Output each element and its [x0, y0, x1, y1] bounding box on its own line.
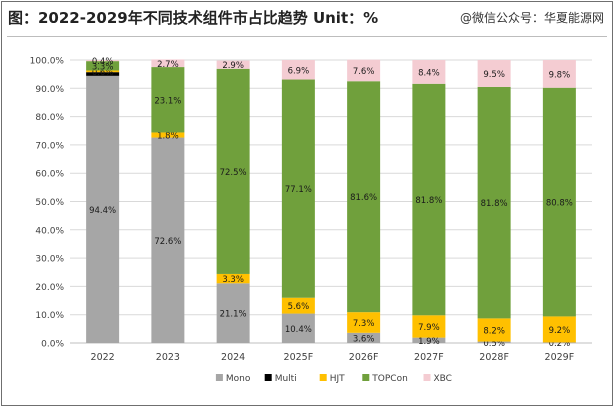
- data-label: 21.1%: [220, 310, 247, 320]
- data-label: 72.6%: [154, 237, 181, 247]
- data-label: 3.3%: [222, 275, 244, 285]
- data-label: 9.5%: [483, 70, 505, 80]
- data-label: 81.6%: [350, 193, 377, 203]
- x-tick-label: 2025F: [284, 352, 314, 363]
- x-tick-label: 2022: [91, 352, 115, 363]
- data-label: 7.3%: [353, 319, 375, 329]
- bar-segment-mono: [216, 283, 250, 343]
- bar-segment-xbc: [542, 60, 576, 88]
- chart-title: 图：2022-2029年不同技术组件市占比趋势 Unit：%: [8, 9, 379, 27]
- bar-segment-topcon: [216, 68, 250, 274]
- bar-segment-topcon: [86, 61, 120, 71]
- data-label: 9.8%: [549, 70, 571, 80]
- x-tick-label: 2026F: [349, 352, 379, 363]
- bar-segment-topcon: [281, 79, 315, 298]
- y-tick-label: 100.0%: [30, 57, 65, 67]
- x-tick-label: 2028F: [479, 352, 509, 363]
- bar-segment-xbc: [281, 60, 315, 80]
- data-label: 0.4%: [92, 57, 114, 67]
- data-label: 3.6%: [353, 334, 375, 344]
- watermark: @微信公众号：华夏能源网: [459, 11, 604, 25]
- data-label: 94.4%: [89, 206, 116, 216]
- data-label: 81.8%: [481, 199, 508, 209]
- data-label: 2.9%: [222, 61, 244, 71]
- data-label: 10.4%: [285, 325, 312, 335]
- bar-segment-hjt: [281, 297, 315, 314]
- bar-segment-topcon: [347, 81, 381, 313]
- data-label: 23.1%: [154, 96, 181, 106]
- data-label: 8.2%: [483, 326, 505, 336]
- bar-segment-multi: [86, 72, 120, 76]
- data-label: 5.6%: [288, 302, 310, 312]
- bar-segment-mono: [412, 337, 446, 343]
- y-tick-label: 20.0%: [35, 283, 64, 293]
- data-label: 72.5%: [220, 168, 247, 178]
- legend-swatch-xbc: [423, 374, 431, 381]
- y-tick-label: 10.0%: [35, 311, 64, 321]
- data-label: 0.5%: [483, 339, 505, 349]
- data-label: 9.2%: [549, 326, 571, 336]
- data-label: 6.9%: [288, 66, 310, 76]
- legend-swatch-mono: [215, 374, 223, 381]
- bar-segment-xbc: [151, 59, 185, 68]
- title-separator: [7, 36, 607, 37]
- bar-segment-mono: [542, 342, 576, 344]
- bar-segment-hjt: [86, 70, 120, 73]
- y-tick-label: 80.0%: [35, 113, 64, 123]
- bar-segment-mono: [151, 137, 185, 343]
- bar-segment-xbc: [347, 59, 381, 82]
- data-label: 1.8%: [157, 131, 179, 141]
- data-label: 2.7%: [157, 60, 179, 70]
- legend-label: TOPCon: [371, 374, 408, 384]
- bar-segment-mono: [347, 332, 381, 343]
- y-tick-label: 50.0%: [35, 198, 64, 208]
- y-tick-label: 30.0%: [35, 255, 64, 265]
- legend-label: HJT: [330, 374, 345, 384]
- data-label: 7.9%: [418, 323, 440, 333]
- y-tick-label: 40.0%: [35, 226, 64, 236]
- bar-segment-xbc: [216, 60, 250, 69]
- y-tick-label: 0.0%: [41, 340, 64, 350]
- legend-swatch-hjt: [319, 374, 327, 381]
- data-label: 77.1%: [285, 185, 312, 195]
- y-tick-label: 60.0%: [35, 170, 64, 180]
- legend-label: XBC: [434, 374, 452, 384]
- bar-segment-hjt: [542, 316, 576, 343]
- data-label: 8.4%: [418, 68, 440, 78]
- legend-swatch-multi: [264, 374, 272, 381]
- bar-segment-mono: [477, 341, 511, 343]
- bar-segment-topcon: [477, 86, 511, 319]
- legend-label: Multi: [275, 374, 297, 384]
- data-label: 7.6%: [353, 67, 375, 77]
- bar-segment-hjt: [412, 315, 446, 338]
- data-label: 81.8%: [415, 196, 442, 206]
- y-tick-label: 70.0%: [35, 141, 64, 151]
- bar-segment-hjt: [347, 312, 381, 333]
- x-tick-label: 2023: [156, 352, 180, 363]
- legend-label: Mono: [226, 374, 251, 384]
- bar-segment-hjt: [477, 318, 511, 342]
- y-tick-label: 90.0%: [35, 85, 64, 95]
- data-label: 80.8%: [546, 199, 573, 209]
- bar-segment-topcon: [151, 67, 185, 133]
- data-label: 1.9%: [418, 337, 440, 347]
- legend-swatch-topcon: [362, 374, 370, 381]
- bar-segment-mono: [86, 75, 120, 344]
- bar-segment-mono: [281, 313, 315, 343]
- x-tick-label: 2029F: [545, 352, 575, 363]
- bar-segment-topcon: [412, 83, 446, 316]
- data-label: 0.2%: [549, 339, 571, 349]
- bar-segment-topcon: [542, 87, 576, 317]
- bar-segment-xbc: [477, 60, 511, 87]
- data-label: 0.6%: [92, 68, 114, 78]
- x-tick-label: 2027F: [414, 352, 444, 363]
- bar-segment-xbc: [412, 60, 446, 84]
- data-label: 3.3%: [92, 62, 114, 72]
- bar-segment-hjt: [151, 132, 185, 138]
- bar-segment-xbc: [86, 60, 120, 62]
- bar-segment-hjt: [216, 273, 250, 284]
- x-tick-label: 2024: [221, 352, 245, 363]
